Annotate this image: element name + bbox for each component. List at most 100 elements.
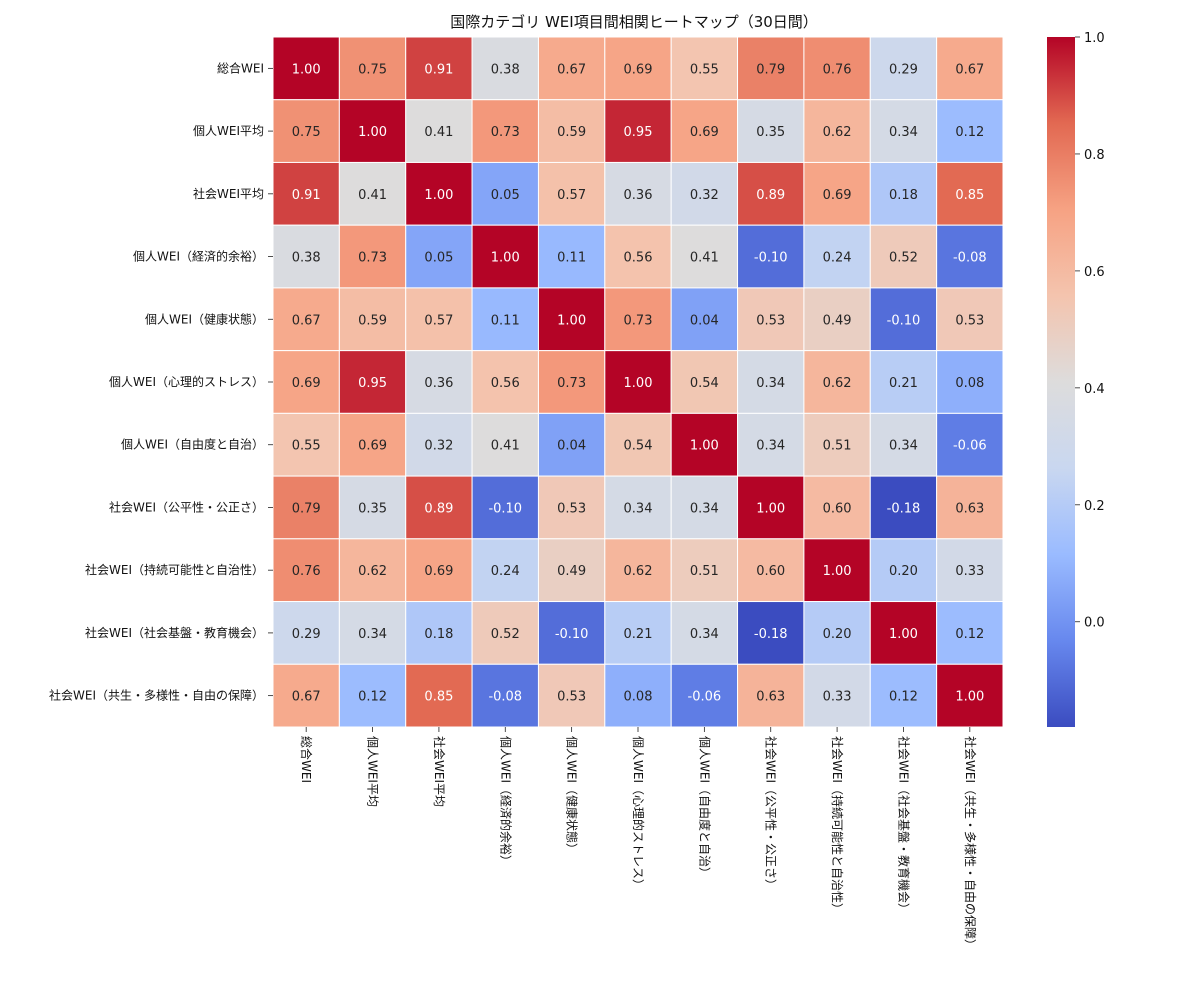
cell-value-label: 0.52 (889, 251, 918, 266)
cell-value-label: 1.00 (690, 439, 719, 454)
cell-value-label: 0.73 (624, 313, 653, 328)
cell-value-label: 0.41 (690, 251, 719, 266)
heatmap-cell (272, 475, 340, 540)
heatmap-cell (272, 99, 340, 163)
heatmap-cell (737, 601, 805, 665)
column-label: 社会WEI（持続可能性と自治性） (830, 736, 845, 915)
column-label: 社会WEI（社会基盤・教育機会） (896, 736, 911, 915)
cell-value-label: 0.24 (491, 564, 520, 579)
column-label: 総合WEI (299, 736, 314, 783)
column-label: 個人WEI（健康状態） (565, 736, 580, 855)
cell-value-label: 0.69 (690, 125, 719, 140)
cell-value-label: 0.62 (624, 564, 653, 579)
cell-value-label: 0.11 (557, 251, 586, 266)
heatmap-cell (272, 538, 340, 603)
column-label: 社会WEI（公平性・公正さ） (764, 736, 779, 891)
cell-value-label: 0.32 (424, 439, 453, 454)
column-label: 個人WEI平均 (366, 736, 380, 807)
cell-value-label: 0.89 (424, 501, 453, 516)
cell-value-label: 0.38 (491, 62, 520, 77)
heatmap-cell (803, 601, 871, 665)
cell-value-label: 0.49 (557, 564, 586, 579)
cell-value-label: 0.29 (292, 627, 321, 642)
cell-value-label: -0.08 (488, 690, 522, 705)
heatmap-cell (670, 99, 739, 163)
heatmap-cell (604, 161, 672, 226)
cell-value-label: 0.79 (756, 62, 785, 77)
heatmap-cell (272, 350, 340, 414)
cell-value-label: 0.52 (491, 627, 520, 642)
heatmap-cell (803, 99, 871, 163)
cell-value-label: 0.12 (955, 627, 984, 642)
row-label: 社会WEI（共生・多様性・自由の保障） (49, 688, 264, 703)
cell-value-label: 0.34 (889, 125, 918, 140)
cell-value-label: 0.89 (756, 188, 785, 203)
heatmap-cell (803, 412, 871, 477)
heatmap-cell (803, 663, 871, 728)
cell-value-label: 0.12 (955, 125, 984, 140)
cell-value-label: 0.33 (823, 690, 852, 705)
heatmap-cell (272, 36, 340, 101)
cell-value-label: -0.18 (754, 627, 788, 642)
cell-value-label: -0.06 (688, 690, 722, 705)
heatmap-cell (537, 475, 606, 540)
heatmap-cell (936, 287, 1004, 352)
cell-value-label: 0.69 (292, 376, 321, 391)
heatmap-cell (338, 287, 407, 352)
heatmap-cell (803, 350, 871, 414)
heatmap-cell (272, 412, 340, 477)
cell-value-label: 0.60 (823, 501, 852, 516)
heatmap-cell (737, 538, 805, 603)
column-label: 個人WEI（心理的ストレス） (631, 736, 646, 891)
colorbar-tick-label: 1.0 (1084, 31, 1105, 46)
cell-value-label: -0.10 (887, 313, 921, 328)
cell-value-label: 0.41 (358, 188, 387, 203)
cell-value-label: 0.35 (358, 501, 387, 516)
cell-value-label: 0.21 (624, 627, 653, 642)
heatmap-cell (936, 412, 1004, 477)
heatmap-cell (936, 538, 1004, 603)
cell-value-label: 0.75 (358, 62, 387, 77)
heatmap-cell (537, 663, 606, 728)
heatmap-cell (405, 287, 473, 352)
cell-value-label: -0.10 (555, 627, 589, 642)
colorbar-tick-label: 0.2 (1084, 499, 1105, 514)
column-label: 個人WEI（自由度と自治） (697, 736, 712, 879)
cell-value-label: 0.08 (955, 376, 984, 391)
cell-value-label: 1.00 (424, 188, 453, 203)
cell-value-label: 0.55 (292, 439, 321, 454)
heatmap-cell (338, 475, 407, 540)
cell-value-label: 0.34 (624, 501, 653, 516)
heatmap-cell (471, 350, 539, 414)
cell-value-label: 0.20 (889, 564, 918, 579)
heatmap-cell (869, 663, 938, 728)
cell-value-label: 0.59 (557, 125, 586, 140)
cell-value-label: 0.54 (624, 439, 653, 454)
cell-value-label: 0.36 (624, 188, 653, 203)
colorbar-ticks: 0.0 0.2 0.4 0.6 0.8 1.0 (1075, 31, 1105, 631)
heatmap-cell (936, 36, 1004, 101)
heatmap-cell (471, 475, 539, 540)
cell-value-label: 1.00 (889, 627, 918, 642)
row-label: 社会WEI（公平性・公正さ） (109, 499, 264, 514)
cell-value-label: 0.59 (358, 313, 387, 328)
cell-value-label: 0.49 (823, 313, 852, 328)
heatmap-cell (338, 663, 407, 728)
cell-value-label: 0.53 (557, 690, 586, 705)
cell-value-label: 0.62 (358, 564, 387, 579)
cell-value-label: 0.95 (358, 376, 387, 391)
heatmap-cell (936, 475, 1004, 540)
cell-value-label: 0.56 (491, 376, 520, 391)
column-label: 社会WEI平均 (432, 736, 447, 807)
heatmap-cell (537, 287, 606, 352)
cell-value-label: 0.36 (424, 376, 453, 391)
cell-value-label: 1.00 (624, 376, 653, 391)
cell-value-label: 0.55 (690, 62, 719, 77)
cell-value-label: 0.69 (358, 439, 387, 454)
cell-value-label: 1.00 (756, 501, 785, 516)
cell-value-label: 0.76 (823, 62, 852, 77)
cell-value-label: 0.20 (823, 627, 852, 642)
row-label: 社会WEI（社会基盤・教育機会） (85, 625, 264, 640)
cell-value-label: 0.12 (889, 690, 918, 705)
heatmap-cell (537, 99, 606, 163)
